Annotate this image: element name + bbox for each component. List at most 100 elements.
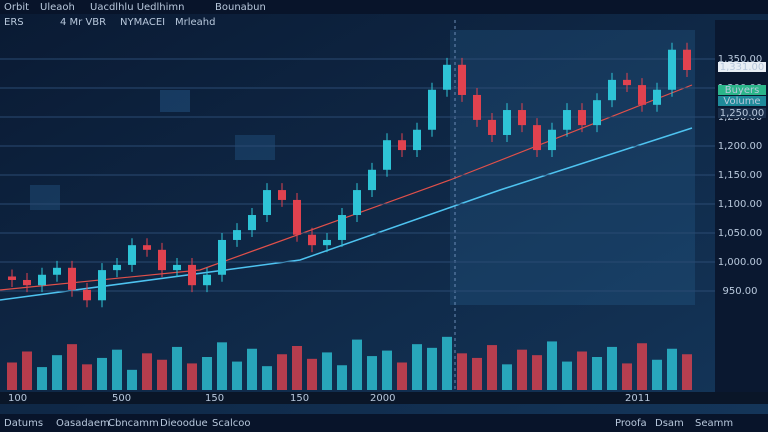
volume-bar	[307, 358, 317, 390]
volume-bar	[412, 344, 422, 390]
candle-body	[443, 64, 451, 90]
candle-body	[173, 264, 181, 271]
volume-bar	[607, 346, 617, 390]
volume-bar	[37, 367, 47, 390]
volume-bar	[457, 353, 467, 390]
status-bar	[0, 414, 768, 432]
volume-bar	[232, 361, 242, 390]
volume-bar	[547, 341, 557, 390]
x-tick-label: 150	[205, 393, 224, 404]
indicator-label: NYMACEI	[120, 17, 165, 28]
y-tick-label: 1,100.00	[718, 199, 763, 210]
candle-body	[83, 289, 91, 301]
candle-body	[413, 129, 421, 151]
volume-bar	[172, 346, 182, 390]
indicator-label: ERS	[4, 17, 24, 28]
candle-body	[653, 89, 661, 105]
volume-bar	[382, 350, 392, 390]
volume-bar	[397, 362, 407, 390]
y-tick-label: 950.00	[723, 286, 758, 297]
candle-body	[98, 270, 106, 301]
axis-strip	[0, 392, 768, 404]
y-tick-label: 1,000.00	[718, 257, 763, 268]
volume-bar	[127, 369, 137, 390]
volume-bar	[577, 351, 587, 390]
volume-bar	[112, 349, 122, 390]
volume-bar	[292, 346, 302, 390]
candle-body	[488, 119, 496, 135]
volume-bar	[187, 363, 197, 390]
candle-body	[23, 279, 31, 286]
volume-bar	[7, 362, 17, 390]
candle-body	[53, 267, 61, 275]
volume-bar	[472, 357, 482, 390]
volume-bar	[217, 342, 227, 390]
price-tag-label: Buyers	[725, 85, 760, 96]
price-tag	[718, 108, 766, 118]
price-tag-label: Volume	[723, 96, 760, 107]
status-item: Oasadaem	[56, 418, 110, 429]
status-item: Datums	[4, 418, 43, 429]
volume-bar	[67, 344, 77, 390]
candle-body	[623, 79, 631, 86]
price-tag	[718, 62, 766, 72]
panel-block	[160, 90, 190, 112]
price-tag	[718, 96, 766, 106]
y-tick-label: 1,050.00	[718, 228, 763, 239]
volume-bar	[562, 361, 572, 390]
volume-bar	[532, 355, 542, 390]
candle-body	[158, 249, 166, 271]
status-item: Scalcoo	[212, 418, 251, 429]
volume-bar	[277, 354, 287, 390]
panel-block	[235, 135, 275, 160]
candle-body	[563, 110, 571, 130]
candle-body	[593, 100, 601, 126]
indicator-label: Mrleahd	[175, 17, 215, 28]
volume-bar	[82, 364, 92, 390]
candle-body	[308, 234, 316, 246]
candle-body	[293, 199, 301, 235]
candle-body	[113, 264, 121, 271]
volume-bar	[622, 363, 632, 390]
volume-bar	[247, 348, 257, 390]
volume-bar	[502, 364, 512, 390]
candle-body	[68, 267, 76, 290]
volume-bar	[262, 366, 272, 390]
volume-bar	[442, 336, 452, 390]
x-tick-label: 2000	[370, 393, 395, 404]
candle-body	[323, 239, 331, 246]
status-item: Cbncamm	[108, 418, 159, 429]
candle-body	[668, 49, 676, 90]
highlight-region	[450, 30, 695, 305]
volume-bar	[97, 357, 107, 390]
candle-body	[8, 276, 16, 280]
volume-bar	[142, 353, 152, 390]
volume-bar	[667, 348, 677, 390]
candle-body	[398, 140, 406, 151]
candle-body	[218, 239, 226, 275]
candle-body	[203, 274, 211, 286]
candle-body	[368, 169, 376, 191]
volume-bar	[427, 347, 437, 390]
candle-body	[233, 230, 241, 240]
volume-bar	[352, 339, 362, 390]
candle-body	[38, 274, 46, 286]
volume-bar	[22, 351, 32, 390]
volume-bar	[52, 355, 62, 390]
candle-body	[338, 215, 346, 240]
candle-body	[143, 245, 151, 250]
volume-bar	[202, 357, 212, 390]
candle-body	[608, 79, 616, 101]
status-item: Proofa	[615, 418, 647, 429]
candle-body	[578, 110, 586, 126]
candle-body	[518, 110, 526, 126]
candle-body	[683, 49, 691, 71]
volume-bar	[322, 352, 332, 390]
candle-body	[263, 190, 271, 216]
price-axis	[715, 20, 768, 392]
y-tick-label: 1,200.00	[718, 141, 763, 152]
x-tick-label: 100	[8, 393, 27, 404]
x-tick-label: 2011	[625, 393, 650, 404]
volume-bar	[652, 359, 662, 390]
